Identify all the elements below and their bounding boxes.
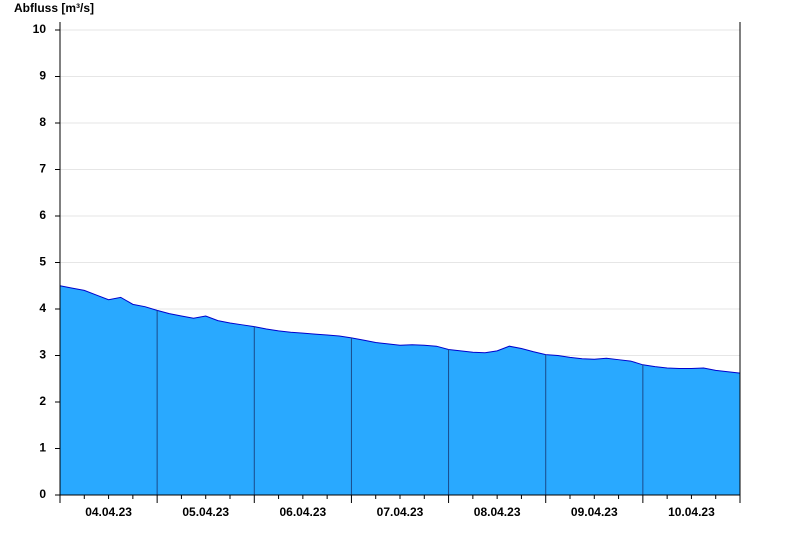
x-tick-label: 07.04.23 — [377, 505, 424, 519]
y-tick-label: 1 — [39, 441, 46, 455]
y-tick-label: 0 — [39, 487, 46, 501]
x-tick-label: 08.04.23 — [474, 505, 521, 519]
x-tick-label: 04.04.23 — [85, 505, 132, 519]
y-tick-label: 8 — [39, 115, 46, 129]
y-tick-label: 10 — [33, 22, 47, 36]
area — [60, 285, 740, 495]
x-tick-label: 10.04.23 — [668, 505, 715, 519]
y-tick-label: 3 — [39, 348, 46, 362]
x-tick-label: 06.04.23 — [279, 505, 326, 519]
y-tick-label: 6 — [39, 208, 46, 222]
y-tick-label: 7 — [39, 162, 46, 176]
x-tick-label: 09.04.23 — [571, 505, 618, 519]
y-tick-label: 9 — [39, 69, 46, 83]
y-tick-label: 4 — [39, 301, 46, 315]
y-tick-label: 5 — [39, 255, 46, 269]
line — [59, 285, 741, 374]
chart-title: Abfluss [m³/s] — [14, 1, 94, 15]
x-tick-label: 05.04.23 — [182, 505, 229, 519]
y-tick-label: 2 — [39, 394, 46, 408]
